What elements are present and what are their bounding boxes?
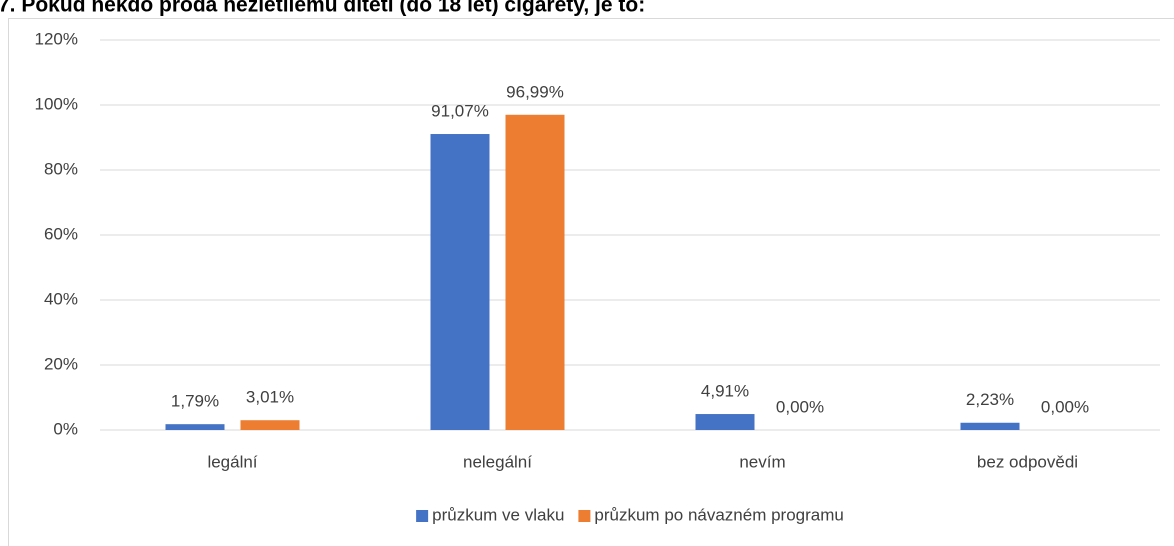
value-label: 91,07% bbox=[431, 102, 489, 121]
value-label: 3,01% bbox=[246, 388, 294, 407]
chart-title: 7. Pokud někdo prodá nezletilému dítěti … bbox=[0, 0, 645, 17]
y-tick-label: 60% bbox=[44, 224, 78, 243]
y-tick-label: 20% bbox=[44, 354, 78, 373]
value-label: 0,00% bbox=[776, 397, 824, 416]
bar bbox=[240, 420, 300, 430]
value-label: 0,00% bbox=[1041, 397, 1089, 416]
legend-label: průzkum ve vlaku bbox=[432, 505, 564, 524]
y-tick-label: 0% bbox=[53, 419, 78, 438]
chart-frame bbox=[8, 18, 1174, 546]
value-label: 2,23% bbox=[966, 390, 1014, 409]
y-tick-label: 80% bbox=[44, 159, 78, 178]
bar bbox=[505, 114, 565, 430]
value-label: 96,99% bbox=[506, 82, 564, 101]
legend-swatch bbox=[578, 510, 591, 522]
legend-swatch bbox=[416, 510, 429, 522]
x-tick-label: nevím bbox=[739, 452, 785, 471]
bar bbox=[165, 424, 225, 430]
value-label: 4,91% bbox=[701, 382, 749, 401]
title-band bbox=[0, 0, 1174, 18]
legend-label: průzkum po návazném programu bbox=[594, 505, 843, 524]
x-tick-label: bez odpovědi bbox=[977, 452, 1078, 471]
y-tick-label: 100% bbox=[35, 94, 78, 113]
x-tick-label: legální bbox=[207, 452, 257, 471]
y-tick-label: 40% bbox=[44, 289, 78, 308]
bar bbox=[695, 414, 755, 430]
value-label: 1,79% bbox=[171, 392, 219, 411]
bar bbox=[430, 134, 490, 430]
bar bbox=[960, 422, 1020, 430]
x-tick-label: nelegální bbox=[463, 452, 532, 471]
y-tick-label: 120% bbox=[35, 29, 78, 48]
